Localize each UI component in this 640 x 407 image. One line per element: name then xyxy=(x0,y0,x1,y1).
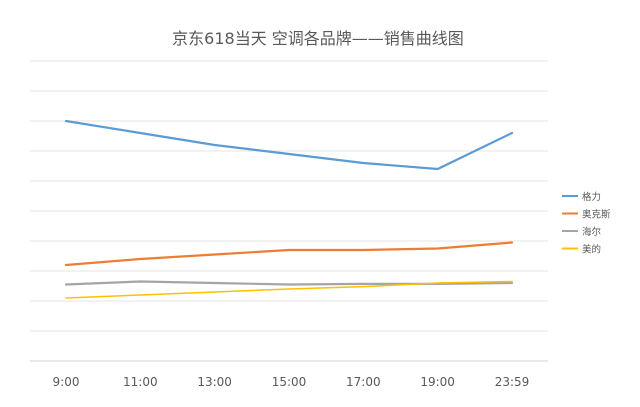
series-line xyxy=(65,280,513,299)
legend-label: 奥克斯 xyxy=(582,209,611,221)
x-tick-label: 9:00 xyxy=(53,375,80,389)
x-axis-tick-labels: 9:00 11:00 13:00 15:00 17:00 19:00 23:59 xyxy=(53,375,530,389)
x-tick-label: 15:00 xyxy=(272,375,307,389)
series-line xyxy=(64,119,514,171)
x-tick-label: 17:00 xyxy=(346,375,381,389)
x-tick-label: 23:59 xyxy=(495,375,530,389)
x-tick-label: 13:00 xyxy=(197,375,232,389)
legend-label: 海尔 xyxy=(582,226,602,238)
series-line xyxy=(64,280,514,286)
x-tick-label: 11:00 xyxy=(123,375,158,389)
series-lines xyxy=(64,119,514,299)
series-line xyxy=(64,241,514,267)
legend-label: 美的 xyxy=(582,244,601,256)
x-tick-label: 19:00 xyxy=(420,375,455,389)
chart-title: 京东618当天 空调各品牌——销售曲线图 xyxy=(172,29,464,48)
gridlines xyxy=(30,60,548,362)
legend-label: 格力 xyxy=(582,191,601,203)
